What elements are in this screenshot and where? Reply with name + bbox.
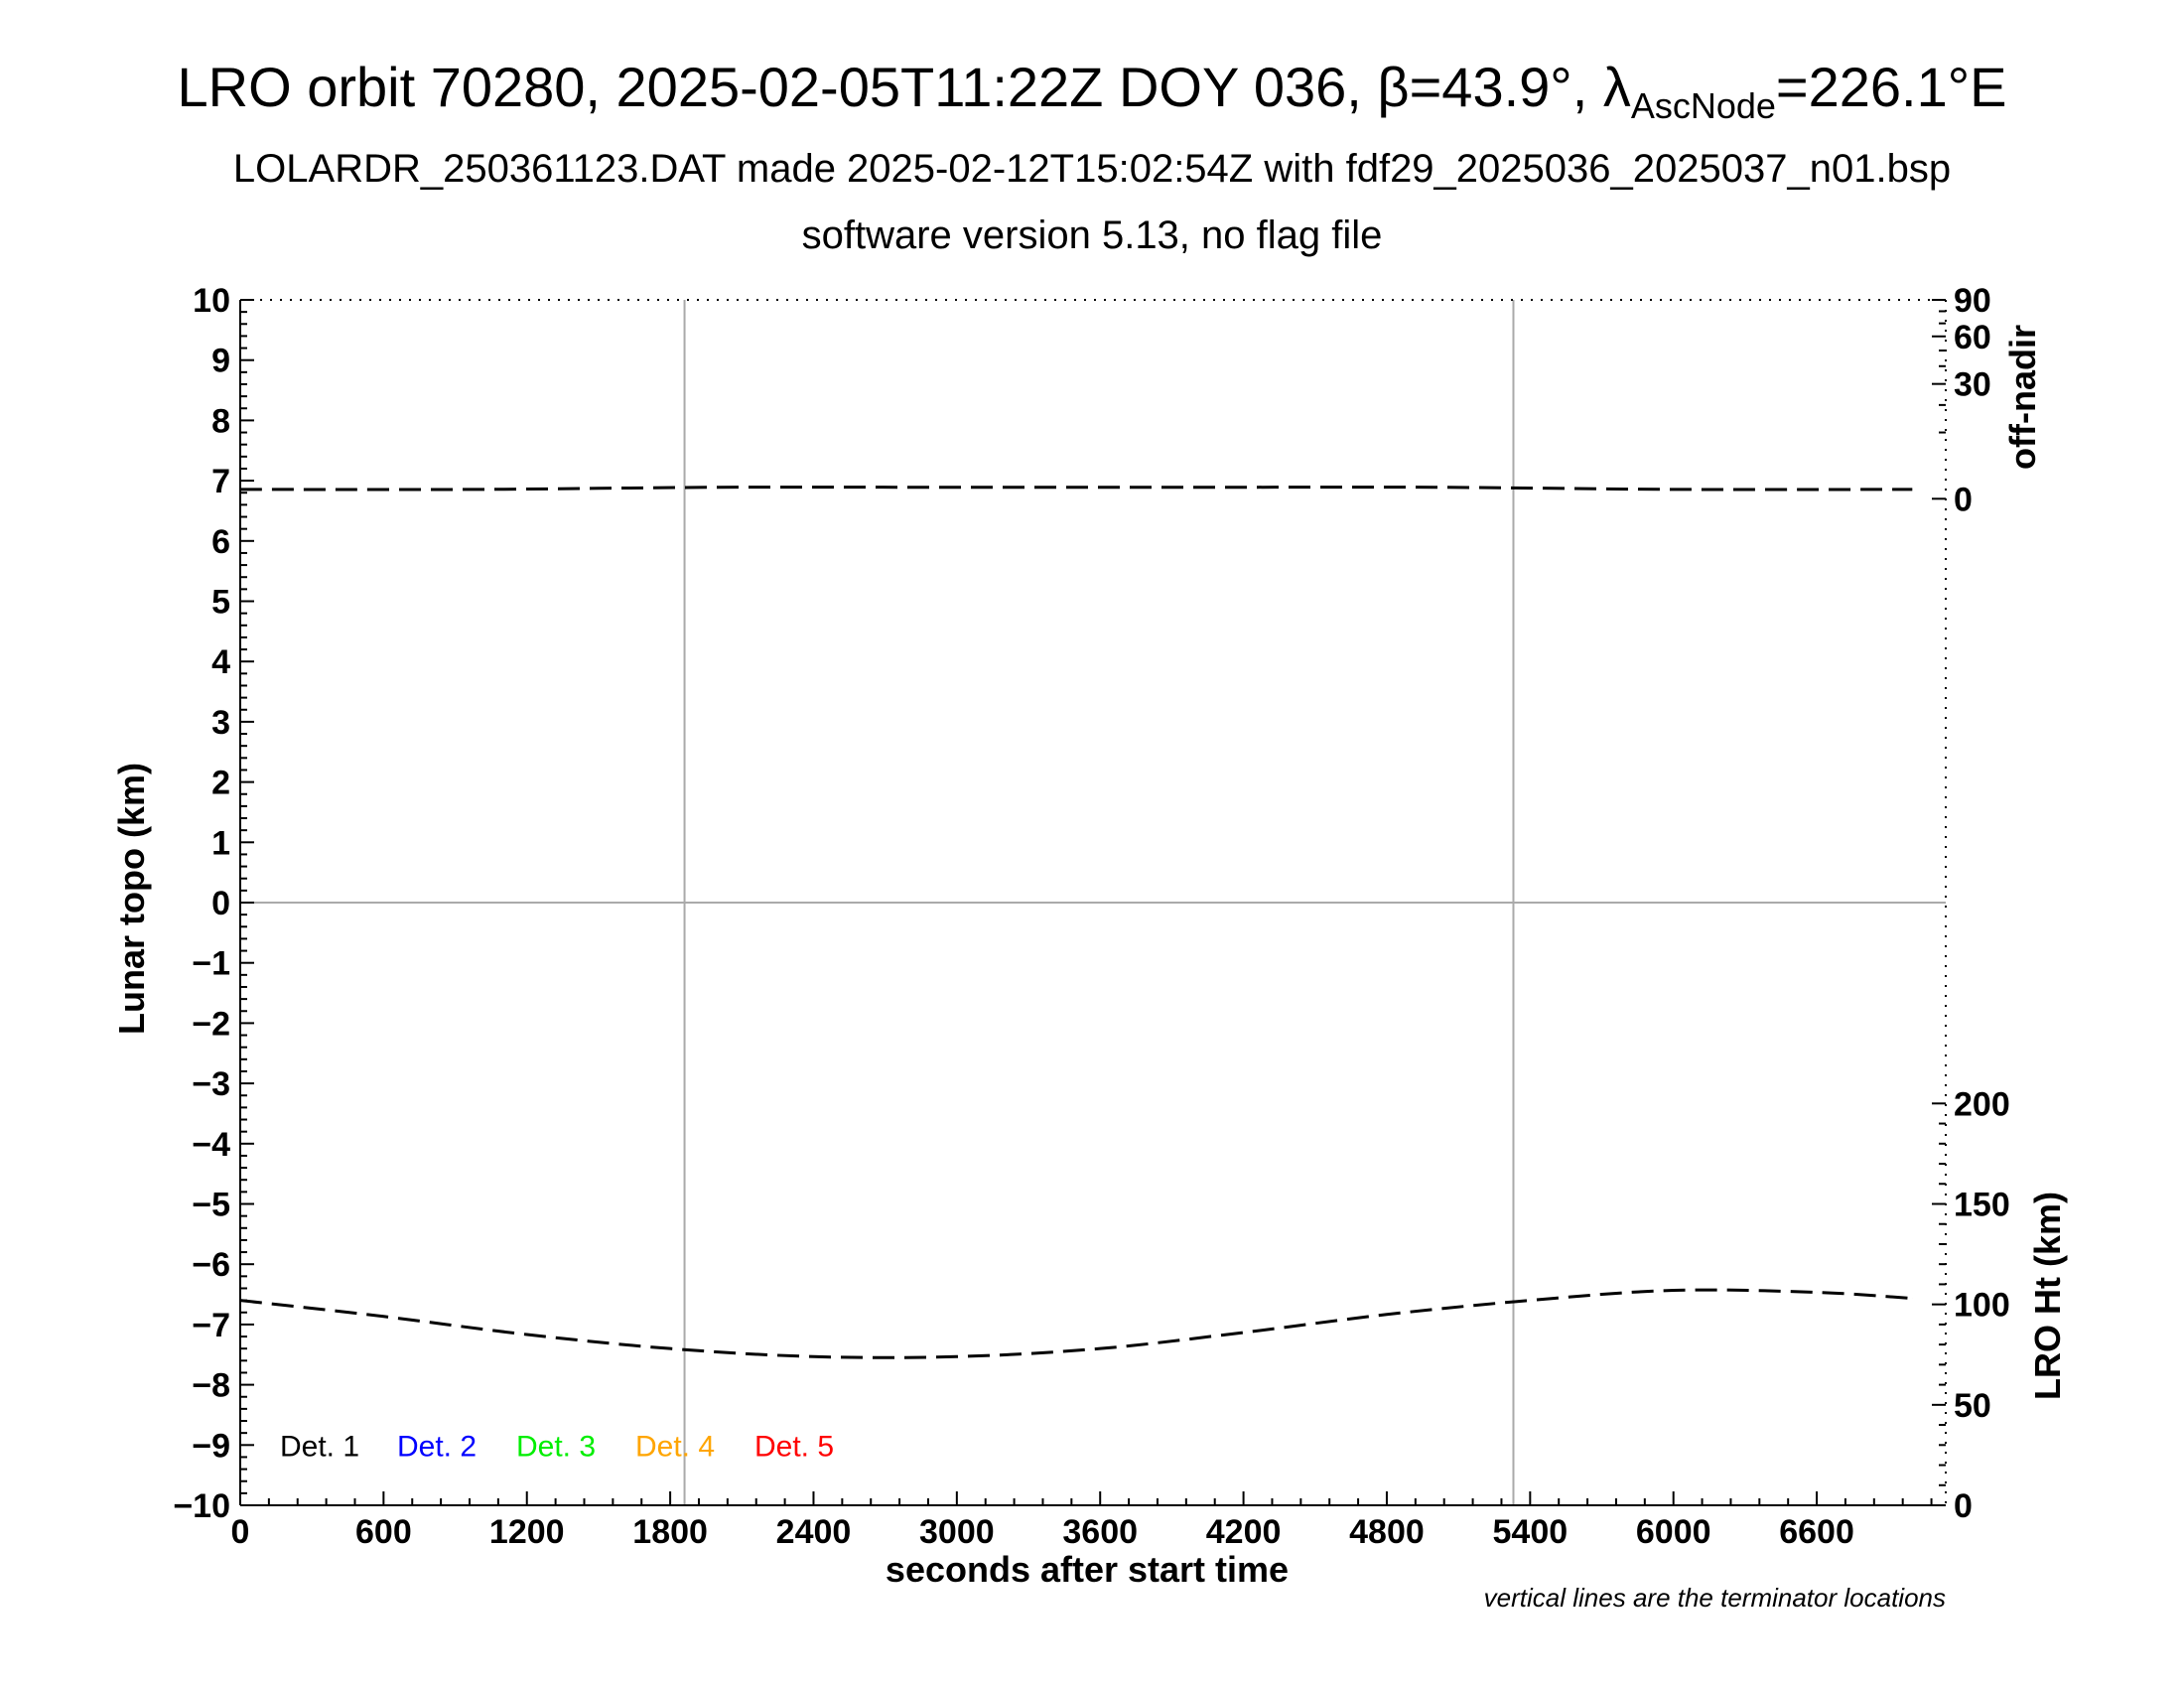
- off-nadir-series-line: [239, 486, 1913, 492]
- x-axis-title: seconds after start time: [886, 1549, 1289, 1590]
- y-tick-label: −9: [192, 1427, 230, 1465]
- x-tick-label: 0: [231, 1513, 250, 1551]
- y-tick-label: −10: [173, 1487, 230, 1525]
- legend-item: Det. 1: [280, 1430, 359, 1463]
- y-tick-label: 0: [211, 885, 230, 922]
- lro-ht-tick-label: 100: [1954, 1287, 2010, 1325]
- data-layer: [239, 486, 1913, 1359]
- y-tick-label: 1: [211, 824, 230, 862]
- y-tick-label: −2: [192, 1005, 230, 1043]
- y-tick-label: −4: [192, 1126, 230, 1164]
- terminator-note: vertical lines are the terminator locati…: [1484, 1583, 1946, 1613]
- y-tick-label: 7: [211, 463, 230, 500]
- lro-ht-tick-label: 0: [1954, 1487, 1973, 1525]
- x-tick-label: 6000: [1636, 1513, 1711, 1551]
- legend-item: Det. 5: [754, 1430, 834, 1463]
- chart-title: LRO orbit 70280, 2025-02-05T11:22Z DOY 0…: [177, 56, 2007, 126]
- y-tick-label: 8: [211, 402, 230, 440]
- plot-frame: [239, 299, 1947, 1506]
- x-tick-label: 5400: [1493, 1513, 1569, 1551]
- chart-subtitle-version: software version 5.13, no flag file: [801, 213, 1383, 257]
- y-tick-label: −1: [192, 945, 230, 983]
- x-tick-label: 4800: [1349, 1513, 1425, 1551]
- y-tick-label: −8: [192, 1367, 230, 1405]
- legend: Det. 1 Det. 2 Det. 3 Det. 4 Det. 5: [280, 1430, 834, 1463]
- x-tick-label: 2400: [776, 1513, 852, 1551]
- right-axis-title-lro-height: LRO Ht (km): [2027, 1192, 2068, 1400]
- legend-item: Det. 2: [397, 1430, 477, 1463]
- y-axis-title: Lunar topo (km): [111, 763, 152, 1035]
- y-tick-label: 6: [211, 523, 230, 561]
- x-tick-label: 3000: [919, 1513, 995, 1551]
- lro-ht-tick-label: 150: [1954, 1186, 2010, 1223]
- y-tick-label: 3: [211, 704, 230, 742]
- y-tick-label: 5: [211, 584, 230, 622]
- y-tick-label: 4: [211, 643, 230, 681]
- y-tick-label: −7: [192, 1307, 230, 1344]
- x-tick-label: 3600: [1062, 1513, 1138, 1551]
- x-tick-label: 600: [355, 1513, 412, 1551]
- tick-labels: 0 600 1200 1800 2400 3000 3600 4200 4800 5400 6000…: [173, 282, 2009, 1551]
- legend-item: Det. 4: [635, 1430, 715, 1463]
- x-tick-label: 6600: [1779, 1513, 1854, 1551]
- grid-layer: [240, 300, 1946, 1505]
- off-nadir-tick-label: 60: [1954, 319, 1991, 356]
- x-tick-label: 1200: [489, 1513, 565, 1551]
- y-tick-label: 9: [211, 343, 230, 380]
- y-tick-label: 2: [211, 765, 230, 802]
- chart-subtitle-file: LOLARDR_250361123.DAT made 2025-02-12T15…: [232, 147, 1952, 191]
- legend-item: Det. 3: [516, 1430, 596, 1463]
- off-nadir-tick-label: 30: [1954, 366, 1991, 404]
- y-tick-label: −6: [192, 1246, 230, 1284]
- x-tick-label: 1800: [632, 1513, 708, 1551]
- lro-height-series-line: [239, 1288, 1913, 1359]
- lro-ht-tick-label: 50: [1954, 1387, 1991, 1425]
- y-tick-label: 10: [193, 282, 230, 320]
- off-nadir-tick-label: 90: [1954, 282, 1991, 320]
- right-axis-title-off-nadir: off-nadir: [2002, 325, 2043, 470]
- y-tick-label: −5: [192, 1187, 230, 1224]
- lro-ht-tick-label: 200: [1954, 1085, 2010, 1123]
- x-tick-label: 4200: [1206, 1513, 1282, 1551]
- y-tick-label: −3: [192, 1065, 230, 1103]
- off-nadir-tick-label: 0: [1954, 481, 1973, 518]
